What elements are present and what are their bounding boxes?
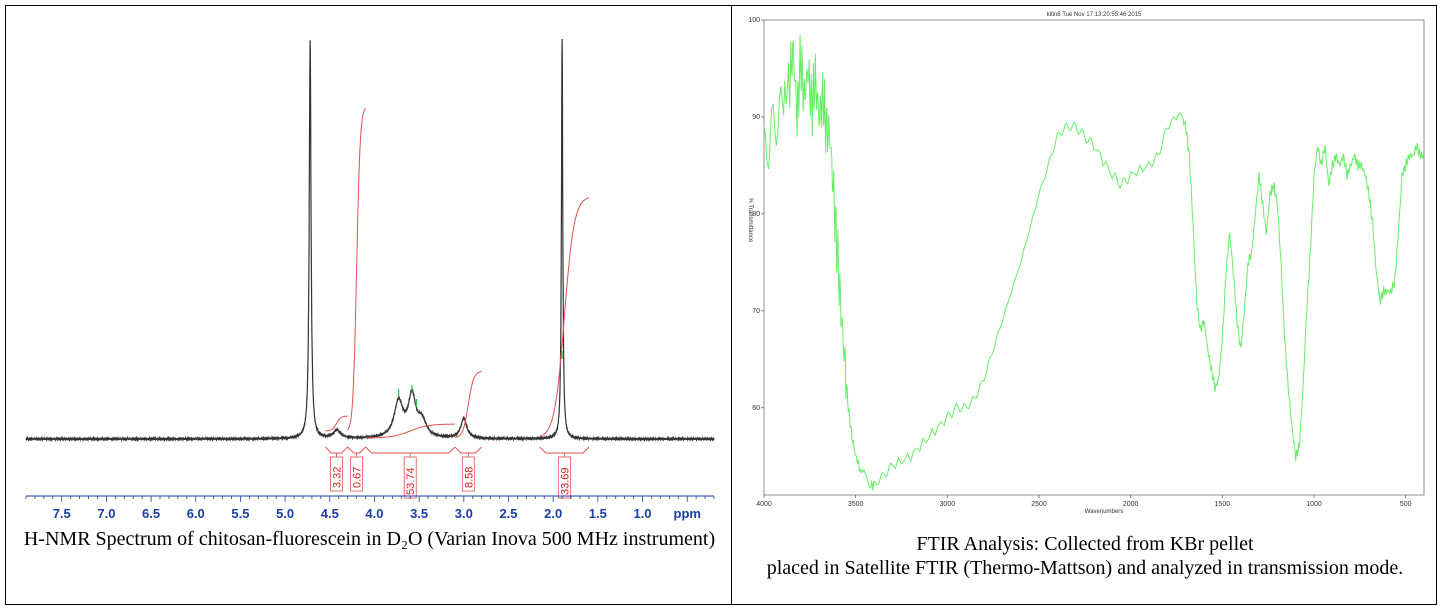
ftir-x-tick-label: 500 [1400,501,1412,508]
nmr-integral-bracket [454,446,483,454]
nmr-x-tick-label: 6.5 [142,506,160,521]
ftir-x-tick-label: 1500 [1215,501,1231,508]
nmr-integral-curve [365,423,455,439]
nmr-x-tick-label: 3.0 [455,506,473,521]
nmr-x-tick-label: 5.5 [231,506,249,521]
nmr-integral-bracket [325,446,348,454]
nmr-spectrum-line [25,38,715,443]
nmr-integral-curve [325,415,348,432]
ftir-caption: FTIR Analysis: Collected from KBr pellet… [740,532,1430,580]
ftir-plot-frame [763,19,1425,496]
ftir-y-tick-label: 60 [752,405,760,412]
nmr-chart: 3.32 0.67 53.74 8.58 33.69 7.5 7.0 6.5 6.0 5.5 5.0… [25,38,715,521]
nmr-integral-box [350,456,363,492]
ftir-caption-line2: placed in Satellite FTIR (Thermo-Mattson… [766,557,1404,579]
ftir-x-tick-label: 1000 [1306,501,1322,508]
nmr-panel: 3.32 0.67 53.74 8.58 33.69 7.5 7.0 6.5 6.0 5.5 5.0… [5,5,732,605]
nmr-integral-bracket [365,446,456,454]
ftir-x-tick-label: 3000 [940,501,956,508]
ftir-x-tick-label: 2500 [1031,501,1047,508]
nmr-integral-label: 3.32 [331,467,343,488]
ftir-spectrum-line [763,34,1425,491]
ftir-chart: kitin8 Tue Nov 17 13:20:55:46 2015 60 70 80… [747,12,1425,515]
nmr-integral-box [557,456,571,499]
nmr-integral-label: 8.58 [463,467,475,488]
nmr-x-tick-label: 4.0 [365,506,383,521]
nmr-integral-curve [539,197,590,437]
ftir-panel: kitin8 Tue Nov 17 13:20:55:46 2015 60 70 80… [731,5,1437,605]
nmr-integral-curve [454,370,482,439]
nmr-integral-curve [347,107,366,431]
nmr-x-tick-label: 7.0 [97,506,115,521]
ftir-x-tick-label: 2000 [1123,501,1139,508]
nmr-x-tick-label: 2.0 [544,506,562,521]
ftir-caption-line1: FTIR Analysis: Collected from KBr pellet [916,533,1254,555]
ftir-y-tick-label: 80 [752,211,760,218]
ftir-y-tick-label: 70 [752,308,760,315]
ftir-y-tick-label: 100 [748,17,760,24]
ftir-x-tick-label: 3500 [848,501,864,508]
nmr-integral-label: 53.74 [405,467,417,495]
nmr-x-axis-label: ppm [674,506,701,521]
nmr-caption: H-NMR Spectrum of chitosan-fluorescein i… [23,528,716,550]
nmr-integral-label: 33.69 [559,467,571,495]
nmr-x-tick-label: 4.5 [321,506,339,521]
nmr-integral-bracket [347,446,366,454]
ftir-title: kitin8 Tue Nov 17 13:20:55:46 2015 [1047,12,1142,18]
nmr-x-tick-label: 5.0 [276,506,294,521]
ftir-x-tick-label: 4000 [756,501,772,508]
nmr-x-tick-label: 1.5 [589,506,607,521]
nmr-x-tick-label: 3.5 [410,506,428,521]
nmr-integral-label: 0.67 [352,467,364,488]
nmr-x-tick-label: 6.0 [187,506,205,521]
nmr-x-tick-label: 2.5 [499,506,517,521]
nmr-x-tick-label: 1.0 [633,506,651,521]
nmr-x-tick-label: 7.5 [53,506,71,521]
ftir-y-tick-label: 90 [752,114,760,121]
ftir-y-axis-label: % Transmittance [747,198,753,243]
nmr-integral-box [461,456,475,492]
ftir-x-axis-label: Wavenumbers [1085,509,1123,515]
nmr-integral-box [330,456,343,492]
nmr-integral-bracket [539,446,590,454]
